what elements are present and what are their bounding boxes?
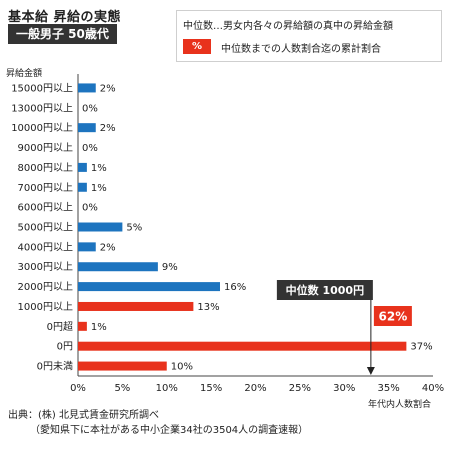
bar [78,182,87,192]
x-tick-label: 0% [70,383,86,394]
data-label: 2% [100,123,116,134]
data-label: 2% [100,242,116,253]
data-label: 0% [82,203,98,214]
y-axis-title: 昇給金額 [6,69,43,79]
cumulative-label: 62% [379,310,408,324]
data-label: 16% [224,282,246,293]
legend: 中位数…男女内各々の昇給額の真中の昇給金額 % 中位数までの人数割合迄の累計割合 [176,10,442,62]
y-tick-label: 4000円以上 [18,241,73,253]
bar [78,361,167,371]
bar [78,83,96,93]
bar [78,123,96,133]
y-tick-label: 8000円以上 [18,162,73,174]
bar [78,162,87,172]
x-tick-label: 40% [422,383,444,394]
legend-median-note: 中位数…男女内各々の昇給額の真中の昇給金額 [183,21,393,32]
median-label: 中位数 1000円 [286,283,364,297]
x-tick-label: 15% [200,383,222,394]
y-tick-label: 13000円以上 [11,102,73,114]
x-tick-label: 35% [378,383,400,394]
legend-cumulative-note: 中位数までの人数割合迄の累計割合 [221,44,381,55]
median-label-box [276,280,373,300]
source-note: 出典：(株) 北見式賃金研究所調べ （愛知県下に本社がある中小企業34社の350… [8,408,308,438]
y-tick-label: 9000円以上 [18,142,73,154]
y-tick-label: 7000円以上 [18,182,73,194]
bar [78,262,158,272]
y-tick-label: 0円未満 [37,361,73,373]
data-label: 1% [91,322,107,333]
data-label: 0% [82,103,98,114]
y-tick-label: 3000円以上 [18,261,73,273]
data-label: 2% [100,83,116,94]
bar [78,321,87,331]
data-label: 1% [91,183,107,194]
y-tick-label: 0円超 [47,320,73,333]
chart-title: 基本給 昇給の実態 [8,10,122,25]
x-axis-title: 年代内人数割合 [368,398,431,410]
x-tick-label: 30% [333,383,355,394]
median-arrow-icon [366,367,375,375]
data-label: 13% [197,302,219,313]
y-tick-label: 0円 [57,342,73,353]
source-line-2: （愛知県下に本社がある中小企業34社の3504人の調査速報） [30,425,309,436]
y-tick-label: 2000円以上 [18,281,73,293]
data-label: 10% [171,362,193,373]
legend-red-swatch: % [183,39,211,54]
bar [78,222,123,232]
bar [78,301,194,311]
data-label: 9% [162,262,178,273]
cumulative-box [373,306,412,326]
data-label: 37% [410,342,432,353]
data-label: 0% [82,143,98,154]
data-label: 1% [91,163,107,174]
y-tick-label: 10000円以上 [11,122,73,134]
x-tick-label: 5% [114,383,130,394]
bar [78,282,220,292]
data-label: 5% [126,223,142,234]
source-line-1: 出典：(株) 北見式賃金研究所調べ [8,410,159,421]
y-tick-label: 1000円以上 [18,301,73,313]
x-tick-label: 20% [244,383,266,394]
bar [78,242,96,252]
chart-subtitle: 一般男子 50歳代 [8,24,117,44]
y-tick-label: 5000円以上 [18,222,73,234]
y-tick-label: 6000円以上 [18,202,73,214]
x-tick-label: 25% [289,383,311,394]
x-tick-label: 10% [156,383,178,394]
y-tick-label: 15000円以上 [11,82,73,94]
bar [78,341,407,351]
